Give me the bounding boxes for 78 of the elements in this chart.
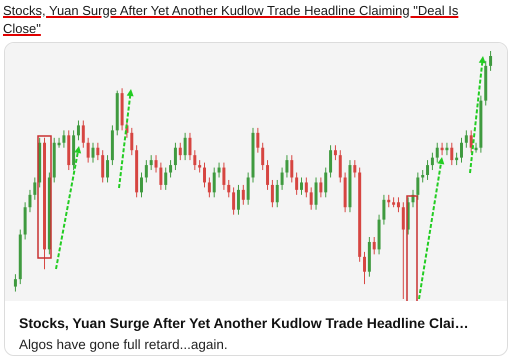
candlestick (242, 184, 245, 206)
candlestick (329, 144, 332, 178)
candlestick (270, 179, 274, 208)
candlestick (261, 142, 264, 171)
candlestick (338, 150, 342, 183)
candlestick (236, 184, 240, 216)
candlestick (421, 170, 424, 183)
candlestick (222, 162, 226, 190)
candlestick (246, 172, 250, 206)
candlestick (324, 167, 328, 198)
candlestick (232, 186, 236, 216)
candlestick (304, 176, 308, 198)
candlestick (144, 160, 148, 183)
candlestick (96, 142, 100, 161)
candlestick (227, 179, 230, 198)
candlestick (178, 142, 182, 161)
candlestick (159, 162, 162, 190)
candlestick (256, 127, 260, 154)
candlestick (140, 172, 143, 198)
candlestick (33, 176, 36, 200)
candlestick (86, 137, 90, 164)
candlestick (396, 196, 400, 213)
candlestick (208, 176, 211, 198)
candlestick (169, 160, 172, 178)
candlestick (314, 176, 318, 210)
candlestick (402, 202, 405, 300)
candlestick (212, 167, 216, 198)
candlestick (474, 142, 478, 154)
candlestick (300, 176, 303, 196)
candlestick (193, 150, 196, 171)
candlestick (382, 194, 386, 226)
candlestick (436, 142, 439, 164)
candlestick (174, 142, 177, 171)
candlestick (430, 152, 434, 171)
candlestick (334, 144, 337, 161)
candlestick (450, 142, 454, 166)
candlestick (154, 154, 158, 174)
candlestick (460, 137, 463, 164)
candlestick (372, 236, 376, 255)
candlestick (101, 150, 104, 183)
candlestick (28, 189, 32, 213)
candlestick (130, 127, 134, 156)
chart-title: Stocks, Yuan Surge After Yet Another Kudlow Trade Headline Claiming "Deal Is Close" (3, 2, 460, 38)
candlestick (387, 194, 390, 208)
text: Algos have gone full retard...again. (19, 337, 228, 352)
text: Stocks, Yuan Surge After Yet Another Kudlow Trade Headline Clai… (19, 315, 469, 331)
candlestick (203, 162, 206, 188)
candlestick (319, 176, 322, 198)
candlestick (285, 154, 288, 178)
candlestick (198, 160, 202, 174)
candlestick (106, 154, 110, 183)
candlestick (150, 154, 153, 171)
candlestick (280, 167, 284, 190)
candlestick (489, 50, 492, 72)
candlestick (363, 251, 366, 285)
candlestick (470, 130, 473, 154)
candlestick (276, 179, 279, 208)
candlestick (426, 160, 430, 180)
candlestick (290, 154, 294, 183)
candlestick (62, 130, 66, 148)
candlestick (445, 142, 448, 156)
candlestick (353, 160, 356, 178)
candlestick (416, 172, 420, 200)
candlestick (218, 162, 221, 178)
candlestick (164, 167, 168, 190)
candlestick (392, 196, 396, 208)
candlestick (76, 120, 80, 141)
candlestick (440, 142, 444, 156)
candlestick (455, 152, 458, 166)
candlestick (82, 120, 85, 148)
candlestick (464, 130, 468, 148)
candlestick (188, 132, 192, 161)
candlestick (295, 172, 298, 196)
candlestick (92, 142, 94, 164)
candlestick (184, 132, 187, 161)
candlestick (310, 186, 313, 210)
candlestick (14, 274, 17, 292)
candlestick (266, 160, 270, 190)
